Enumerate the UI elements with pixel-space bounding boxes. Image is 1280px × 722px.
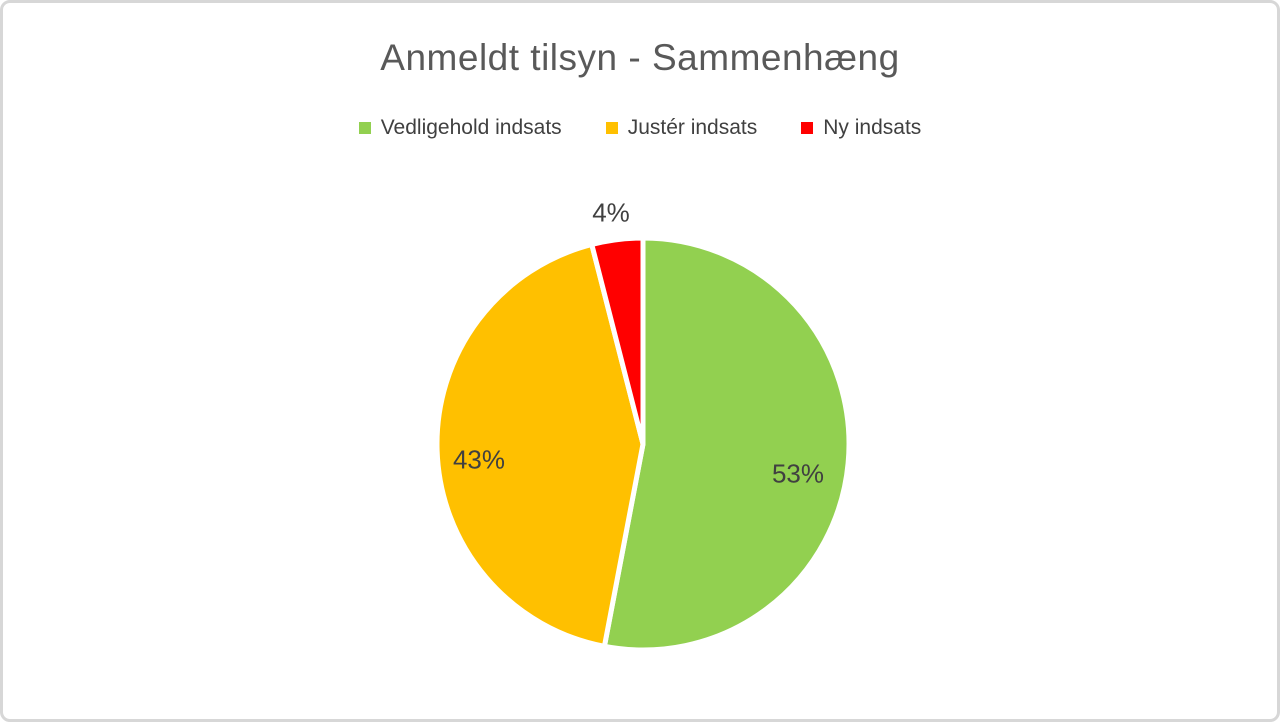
legend-item-vedligehold-indsats: Vedligehold indsats [358, 116, 562, 140]
pie-slice-vedligehold-indsats [601, 235, 852, 653]
legend-marker-green-icon [358, 122, 371, 135]
data-label-juster-indsats: 43% [452, 444, 506, 475]
legend-item-ny-indsats: Ny indsats [801, 116, 921, 140]
legend-marker-red-icon [801, 122, 814, 135]
legend-marker-yellow-icon [605, 122, 618, 135]
chart-title: Anmeldt tilsyn - Sammenhæng [380, 37, 900, 78]
legend-label-ny-indsats: Ny indsats [823, 116, 922, 140]
pie-slice-ny-indsats [589, 235, 646, 447]
legend: Vedligehold indsats Justér indsats Ny in… [3, 116, 1277, 140]
data-label-vedligehold-indsats: 53% [771, 458, 825, 489]
legend-item-juster-indsats: Justér indsats [605, 116, 758, 140]
data-label-ny-indsats: 4% [592, 197, 630, 228]
pie-chart [434, 235, 852, 653]
legend-label-juster-indsats: Justér indsats [627, 116, 758, 140]
legend-label-vedligehold-indsats: Vedligehold indsats [380, 116, 562, 140]
